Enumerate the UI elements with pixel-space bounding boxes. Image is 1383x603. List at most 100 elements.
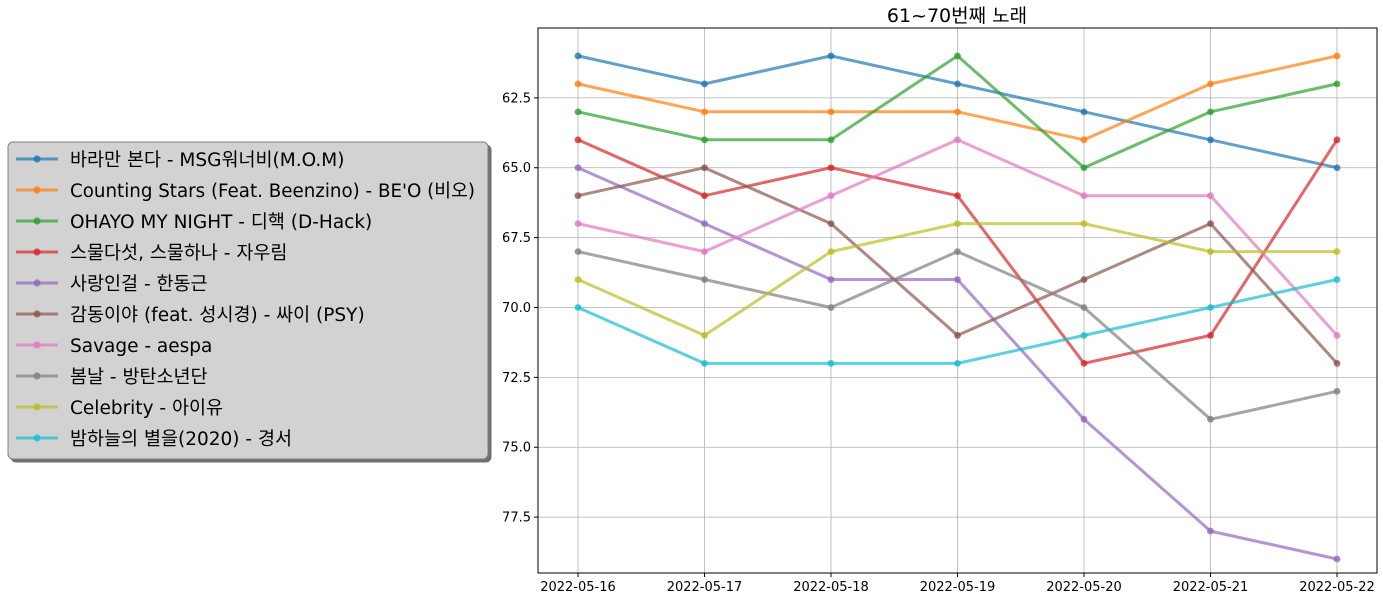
data-point [574, 108, 582, 116]
data-point [954, 80, 961, 88]
data-point [1333, 248, 1341, 255]
series-7 [574, 136, 1341, 339]
series-4 [574, 136, 1341, 367]
data-point [574, 192, 582, 200]
data-point [1080, 415, 1088, 423]
data-point [1333, 52, 1341, 60]
data-point [1207, 220, 1214, 228]
data-point [827, 304, 835, 311]
data-point [1080, 304, 1088, 311]
legend-label: 사랑인걸 - 한동근 [70, 274, 208, 295]
x-tick-label: 2022-05-16 [540, 580, 616, 595]
legend-item: 사랑인걸 - 한동근 [16, 274, 208, 295]
legend-label: Counting Stars (Feat. Beenzino) - BE'O (… [70, 181, 475, 202]
x-tick-label: 2022-05-21 [1173, 580, 1249, 595]
legend-marker [33, 403, 41, 411]
y-tick-label: 70.0 [502, 301, 531, 316]
legend-label: 감동이야 (feat. 성시경) - 싸이 (PSY) [70, 305, 365, 326]
data-point [954, 192, 961, 200]
data-point [701, 220, 708, 228]
series-2 [574, 52, 1341, 144]
x-tick-label: 2022-05-17 [667, 580, 743, 595]
y-tick-label: 72.5 [502, 371, 531, 386]
series-9 [574, 220, 1341, 339]
data-point [1333, 387, 1341, 395]
data-point [701, 332, 708, 339]
data-point [954, 276, 961, 283]
legend-label: OHAYO MY NIGHT - 디핵 (D-Hack) [70, 212, 372, 233]
legend-marker [33, 279, 41, 287]
series-5 [574, 164, 1341, 563]
series-8 [574, 248, 1341, 423]
legend-marker [33, 217, 41, 225]
legend-label: 봄날 - 방탄소년단 [70, 367, 208, 388]
data-point [1080, 359, 1088, 367]
data-point [701, 80, 708, 88]
data-point [1333, 359, 1341, 367]
legend: 바라만 본다 - MSG워너비(M.O.M) Counting Stars (Fe… [7, 141, 489, 460]
legend-item: Counting Stars (Feat. Beenzino) - BE'O (… [16, 181, 475, 202]
data-point [954, 359, 961, 367]
data-point [1333, 276, 1341, 283]
data-point [574, 164, 582, 172]
x-tick-label: 2022-05-18 [793, 580, 869, 595]
y-tick-label: 65.0 [502, 161, 531, 176]
legend-marker [33, 186, 41, 194]
data-point [701, 136, 708, 144]
legend-label: 스물다섯, 스물하나 - 자우림 [70, 243, 287, 264]
data-point [1333, 136, 1341, 144]
legend-item: Savage - aespa [16, 336, 212, 357]
data-point [827, 276, 835, 283]
data-point [1333, 80, 1341, 88]
data-point [1333, 164, 1341, 172]
y-tick-label: 62.5 [502, 91, 531, 106]
data-point [574, 80, 582, 88]
legend-marker [33, 372, 41, 380]
data-point [574, 248, 582, 255]
data-point [1080, 220, 1088, 228]
series-6 [574, 164, 1341, 367]
legend-box [7, 141, 489, 460]
data-point [954, 248, 961, 255]
data-point [1207, 80, 1214, 88]
y-tick-label: 67.5 [502, 231, 531, 246]
data-point [701, 192, 708, 200]
legend-marker [33, 310, 41, 318]
legend-marker [33, 155, 41, 163]
data-point [701, 248, 708, 255]
data-point [574, 136, 582, 144]
data-point [954, 52, 961, 60]
data-point [1080, 108, 1088, 116]
grid [538, 28, 1377, 573]
data-point [1080, 136, 1088, 144]
data-point [1080, 192, 1088, 200]
x-axis: 2022-05-16 2022-05-17 2022-05-18 2022-05-19… [540, 573, 1375, 595]
series-lines [574, 52, 1341, 563]
data-point [954, 220, 961, 228]
legend-item: Celebrity - 아이유 [16, 398, 223, 419]
data-point [1207, 304, 1214, 311]
x-tick-label: 2022-05-20 [1046, 580, 1122, 595]
data-point [574, 276, 582, 283]
y-tick-label: 75.0 [502, 441, 531, 456]
chart-title: 61~70번째 노래 [887, 5, 1027, 27]
legend-item: 바라만 본다 - MSG워너비(M.O.M) [16, 150, 344, 171]
data-point [827, 220, 835, 228]
data-point [1080, 332, 1088, 339]
y-axis: 62.5 65.0 67.5 70.0 72.5 75.0 77.5 [502, 91, 538, 526]
data-point [701, 108, 708, 116]
legend-item: 감동이야 (feat. 성시경) - 싸이 (PSY) [16, 305, 365, 326]
data-point [1333, 332, 1341, 339]
legend-item: 봄날 - 방탄소년단 [16, 367, 208, 388]
data-point [574, 304, 582, 311]
data-point [1333, 555, 1341, 563]
legend-marker [33, 248, 41, 256]
legend-item: 스물다섯, 스물하나 - 자우림 [16, 243, 287, 264]
x-tick-label: 2022-05-19 [920, 580, 996, 595]
series-10 [574, 276, 1341, 367]
data-point [827, 359, 835, 367]
data-point [1207, 136, 1214, 144]
data-point [827, 108, 835, 116]
data-point [1207, 415, 1214, 423]
data-point [954, 108, 961, 116]
